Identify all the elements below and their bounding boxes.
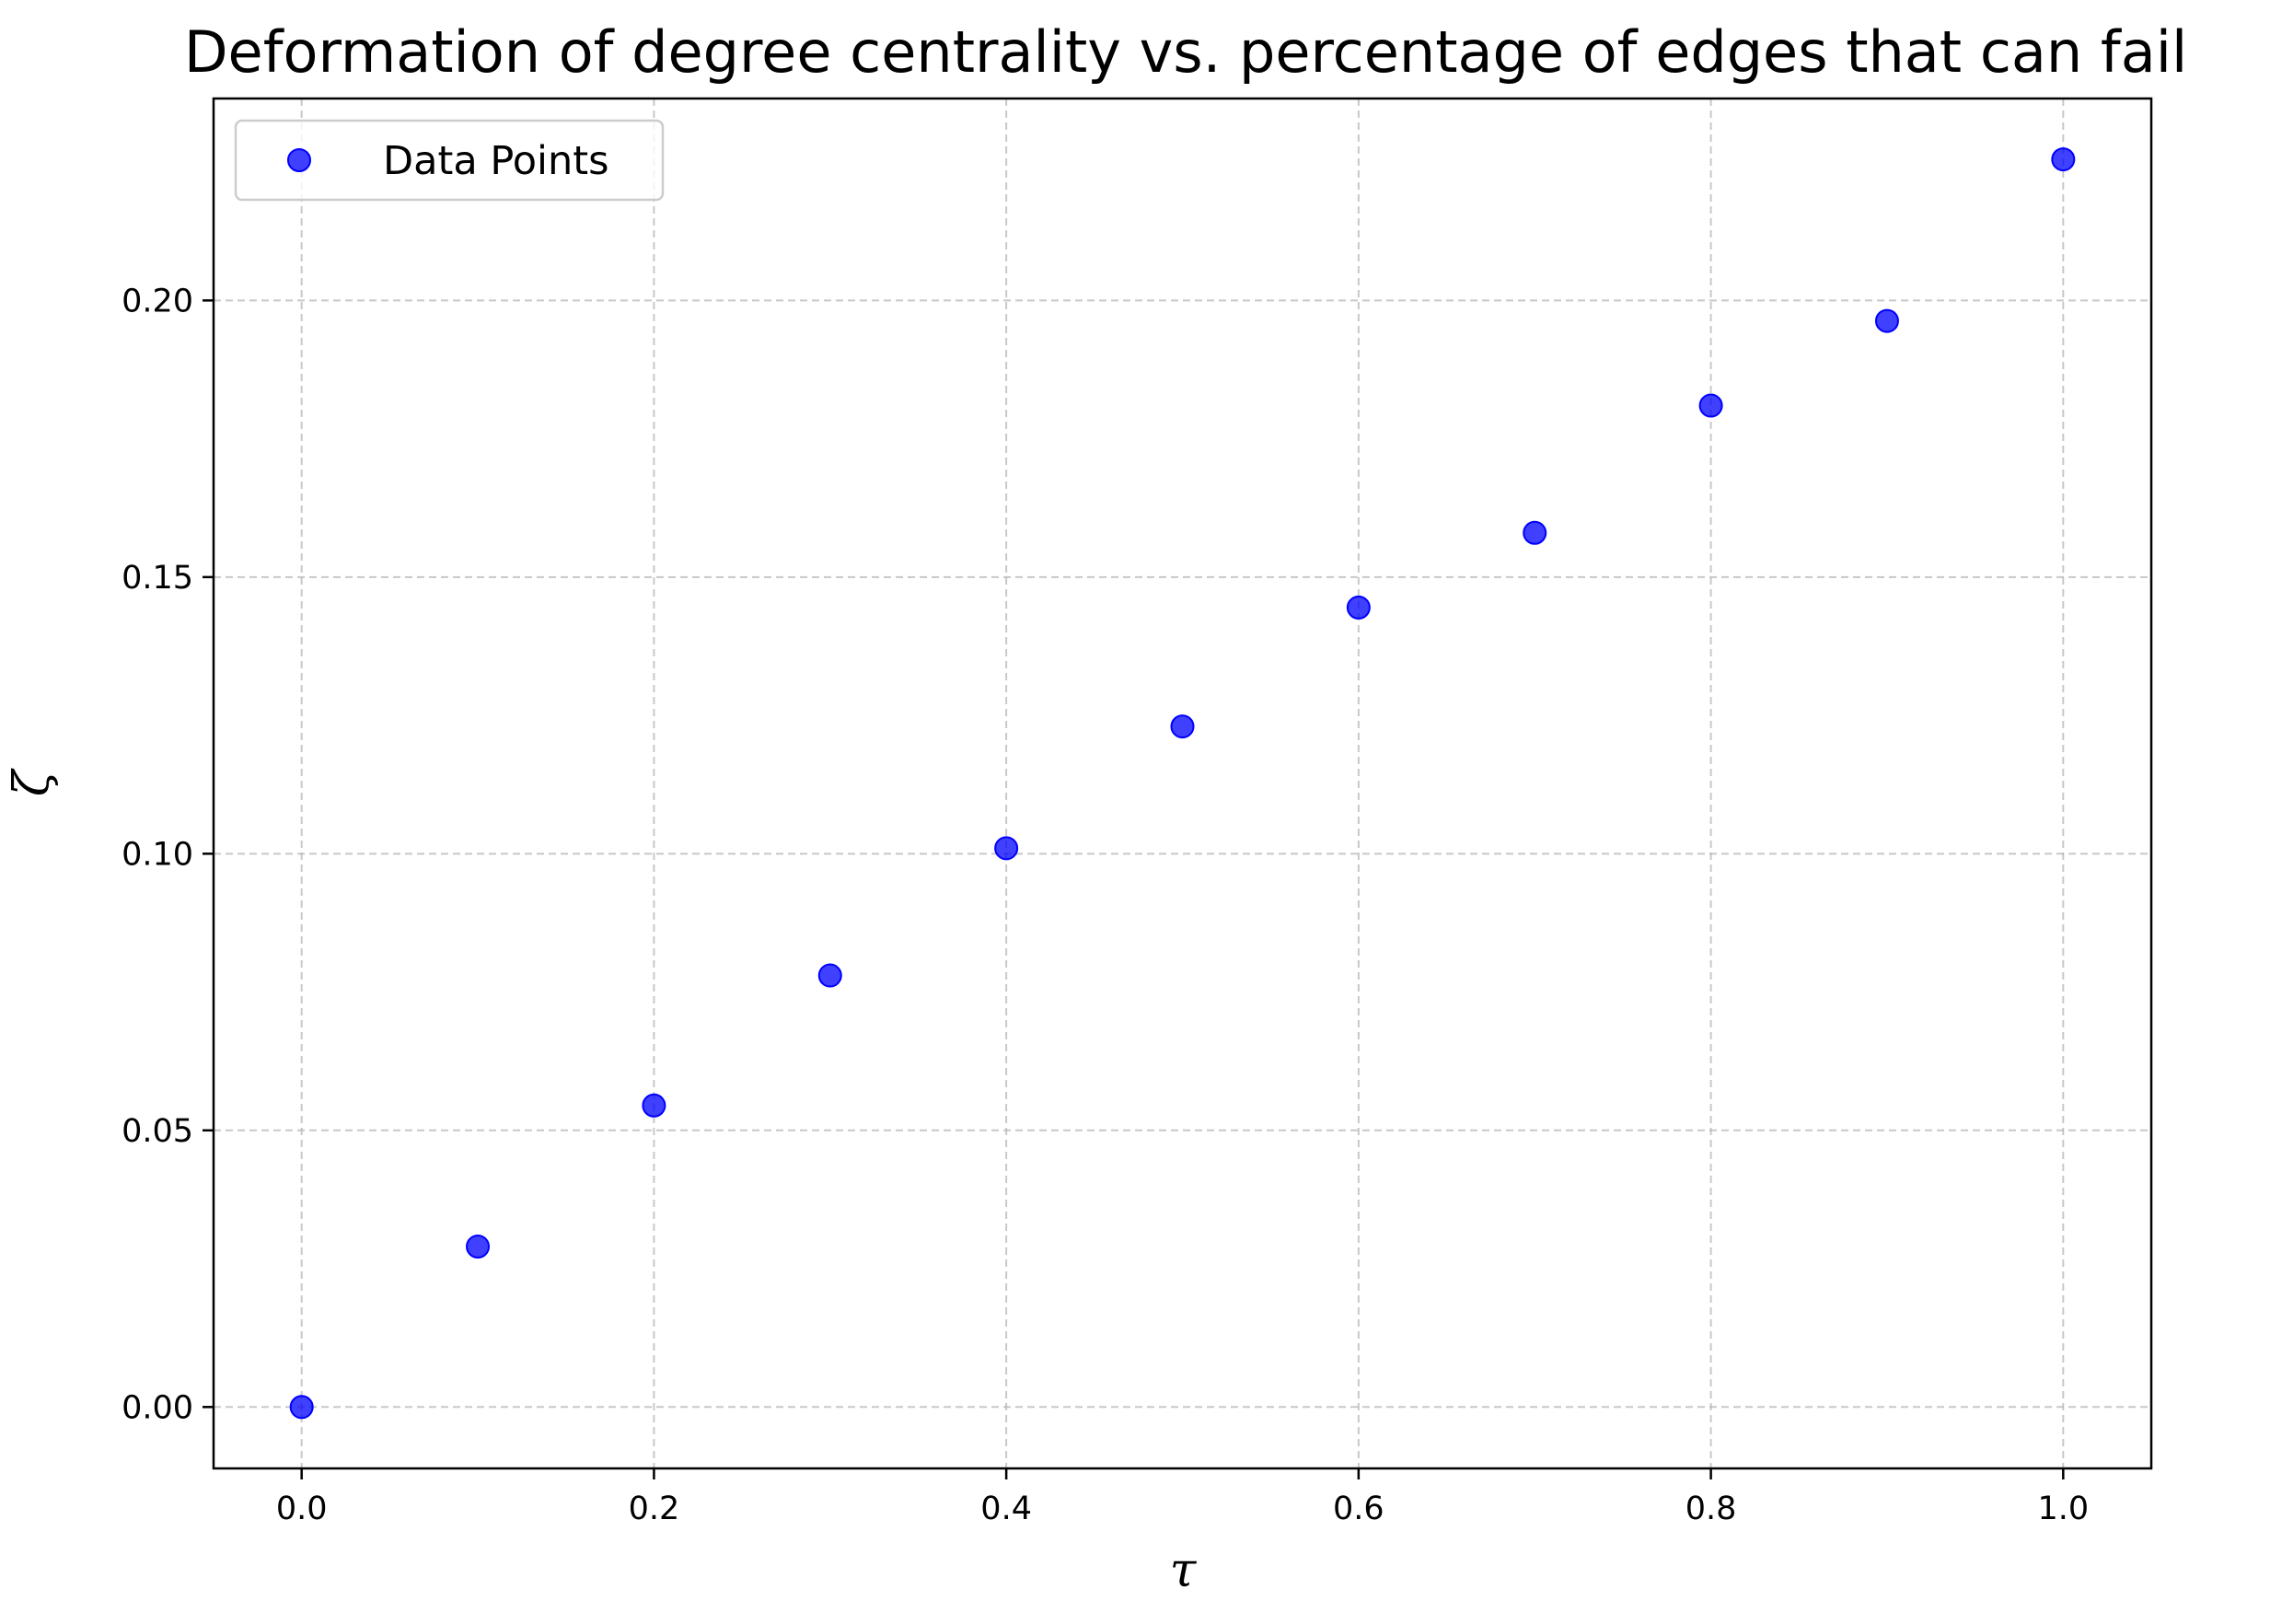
y-tick-label: 0.20 — [122, 283, 193, 319]
legend: Data Points — [234, 119, 665, 202]
data-point — [466, 1235, 491, 1259]
data-point — [994, 836, 1019, 861]
plot-area-frame — [212, 97, 2153, 1470]
data-point — [1170, 714, 1195, 739]
legend-label: Data Points — [383, 138, 609, 184]
y-tick-label: 0.00 — [122, 1389, 193, 1426]
data-point — [1346, 595, 1371, 620]
y-tick-label: 0.05 — [122, 1113, 193, 1150]
data-point — [289, 1395, 314, 1420]
x-tick-label: 0.4 — [980, 1491, 1032, 1527]
x-tick-label: 0.8 — [1685, 1491, 1737, 1527]
axis-ticks: 0.0 0.2 0.4 0.6 0.8 1.0 0.00 0.05 0.10 0.15 0.20 — [122, 283, 2089, 1527]
x-axis-label: τ — [1170, 1543, 1198, 1598]
data-points — [289, 147, 2076, 1420]
data-point — [2051, 147, 2076, 172]
x-tick-label: 0.6 — [1333, 1491, 1384, 1527]
data-point — [1698, 393, 1723, 418]
x-tick-label: 0.0 — [276, 1491, 328, 1527]
y-tick-label: 0.15 — [122, 560, 193, 597]
data-point — [642, 1093, 666, 1118]
legend-marker — [287, 148, 311, 172]
x-tick-label: 0.2 — [629, 1491, 680, 1527]
data-point — [817, 963, 842, 988]
chart-title: Deformation of degree centrality vs. per… — [184, 18, 2187, 86]
y-tick-label: 0.10 — [122, 836, 193, 873]
legend-box — [234, 119, 665, 202]
grid — [214, 99, 2151, 1468]
x-tick-label: 1.0 — [2037, 1491, 2089, 1527]
data-point — [1874, 308, 1899, 333]
data-point — [1523, 520, 1547, 545]
y-axis-label: ζ — [5, 768, 60, 796]
